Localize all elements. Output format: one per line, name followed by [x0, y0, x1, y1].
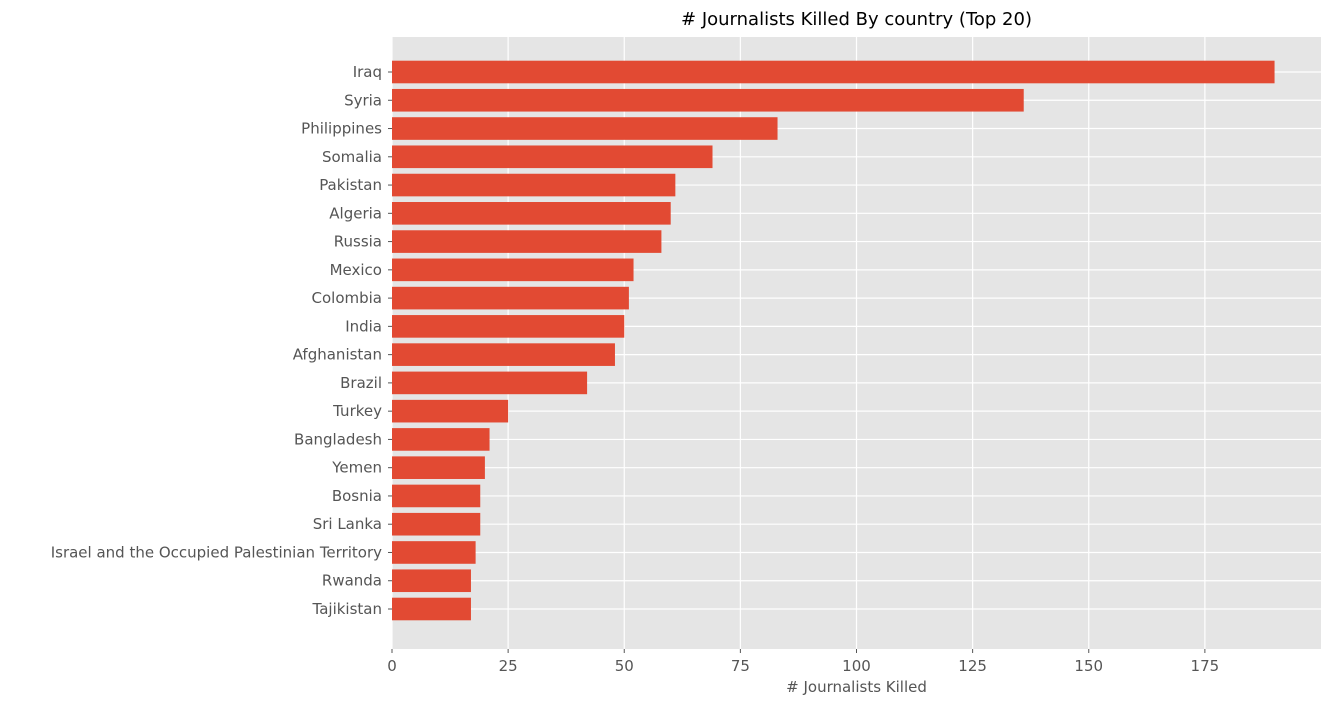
y-tick-label: Bosnia [332, 487, 382, 505]
y-tick-label: Somalia [322, 148, 382, 166]
x-tick-label: 75 [731, 657, 750, 675]
chart-title: # Journalists Killed By country (Top 20) [681, 9, 1032, 30]
y-tick-labels: Iraq Syria Philippines Somalia Pakistan Alger… [51, 63, 392, 618]
y-tick-label: Turkey [332, 402, 382, 420]
y-tick-label: Tajikistan [312, 600, 382, 618]
bar-india [392, 315, 625, 338]
bars [392, 60, 1275, 621]
y-tick-label: India [345, 317, 382, 335]
y-tick-label: Rwanda [322, 572, 382, 590]
bar-afghanistan [392, 343, 615, 366]
x-axis-label: # Journalists Killed [786, 678, 927, 696]
bar-somalia [392, 145, 713, 169]
y-tick-label: Iraq [353, 63, 382, 81]
bar-iraq [392, 60, 1275, 84]
bar-yemen [392, 456, 485, 479]
y-tick-label: Bangladesh [294, 430, 382, 448]
y-tick-label: Israel and the Occupied Palestinian Terr… [51, 543, 382, 561]
y-tick-label: Brazil [340, 374, 382, 392]
bar-bosnia [392, 484, 481, 508]
y-tick-label: Afghanistan [293, 346, 382, 364]
x-tick-label: 125 [958, 657, 987, 675]
x-tick-label: 100 [842, 657, 871, 675]
bar-philippines [392, 117, 778, 140]
x-tick-label: 50 [615, 657, 634, 675]
y-tick-label: Philippines [301, 120, 382, 138]
y-tick-label: Colombia [312, 289, 383, 307]
y-tick-label: Mexico [330, 261, 382, 279]
bar-syria [392, 88, 1024, 112]
y-tick-label: Algeria [329, 204, 382, 222]
y-tick-label: Sri Lanka [313, 515, 382, 533]
bar-mexico [392, 258, 634, 282]
bar-turkey [392, 399, 509, 423]
bar-sri-lanka [392, 512, 481, 536]
x-tick-labels: 0 25 50 75 100 125 150 175 [387, 649, 1219, 675]
bar-colombia [392, 286, 629, 310]
x-tick-label: 25 [499, 657, 518, 675]
y-tick-label: Syria [344, 91, 382, 109]
bar-tajikistan [392, 597, 471, 621]
bar-pakistan [392, 173, 676, 197]
y-tick-label: Pakistan [319, 176, 382, 194]
x-tick-label: 150 [1074, 657, 1103, 675]
bar-israel-and-the-occupied-palestinian-territory [392, 541, 476, 564]
bar-bangladesh [392, 428, 490, 451]
bar-rwanda [392, 569, 471, 593]
bar-brazil [392, 371, 588, 395]
y-tick-label: Russia [334, 233, 382, 251]
bar-russia [392, 230, 662, 253]
x-tick-label: 0 [387, 657, 397, 675]
y-tick-label: Yemen [331, 459, 382, 477]
bar-algeria [392, 202, 671, 225]
x-tick-label: 175 [1191, 657, 1220, 675]
